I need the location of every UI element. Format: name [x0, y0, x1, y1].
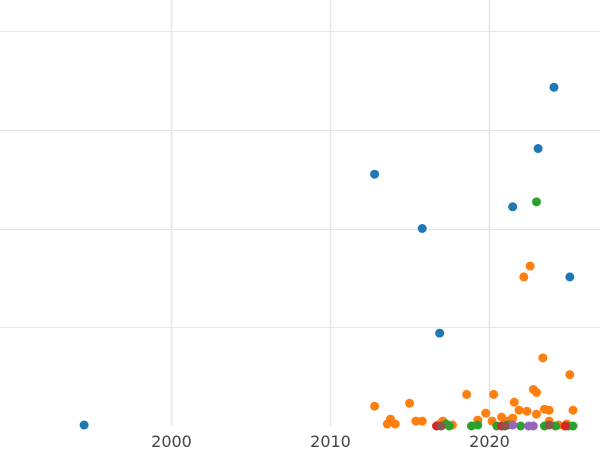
data-point — [444, 421, 454, 431]
data-point — [489, 389, 499, 399]
data-point — [565, 272, 575, 282]
x-tick-label: 2020 — [469, 432, 510, 450]
data-point — [481, 408, 491, 418]
data-point — [532, 197, 542, 207]
data-point — [549, 82, 559, 92]
series-4 — [508, 420, 538, 431]
points-layer — [79, 82, 578, 431]
data-point — [509, 397, 519, 407]
data-point — [435, 328, 445, 338]
data-point — [544, 405, 554, 415]
data-point — [532, 387, 542, 397]
data-point — [411, 416, 421, 426]
data-point — [370, 401, 380, 411]
x-tick-label: 2010 — [310, 432, 351, 450]
data-point — [508, 413, 518, 423]
data-point — [473, 420, 483, 430]
data-point — [568, 405, 578, 415]
data-point — [538, 353, 548, 363]
data-point — [519, 272, 529, 282]
data-point — [533, 144, 543, 154]
data-point — [500, 421, 510, 431]
data-point — [516, 421, 526, 431]
data-point — [525, 261, 535, 271]
data-point — [417, 416, 427, 426]
data-point — [544, 420, 554, 430]
series-2 — [441, 197, 578, 431]
data-point — [79, 420, 89, 430]
x-axis-ticks: 2000 2010 2020 — [151, 432, 510, 450]
data-point — [436, 421, 446, 431]
series-5 — [436, 420, 554, 431]
data-point — [370, 169, 380, 179]
series-1 — [370, 261, 578, 430]
x-tick-label: 2000 — [151, 432, 192, 450]
data-point — [462, 389, 472, 399]
data-point — [405, 398, 415, 408]
data-point — [560, 421, 570, 431]
data-point — [532, 409, 542, 419]
data-point — [568, 421, 578, 431]
data-point — [417, 224, 427, 233]
data-point — [528, 421, 538, 431]
data-point — [508, 420, 518, 430]
data-point — [508, 202, 518, 212]
data-point — [514, 405, 524, 415]
series-0 — [79, 82, 575, 430]
grid-layer — [0, 0, 600, 426]
data-point — [522, 406, 532, 416]
data-point — [390, 419, 400, 429]
data-point — [565, 370, 575, 380]
